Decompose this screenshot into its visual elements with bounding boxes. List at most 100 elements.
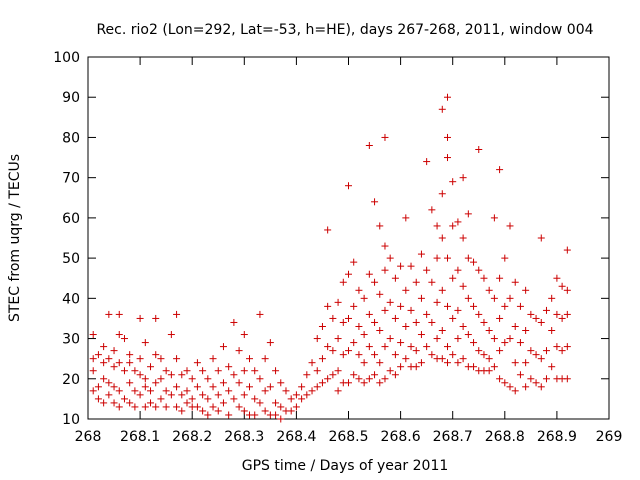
data-point: [553, 343, 561, 351]
data-point: [376, 290, 384, 298]
data-point: [105, 379, 113, 387]
data-point: [506, 222, 514, 230]
data-point: [454, 359, 462, 367]
x-tick-label: 268.5: [328, 429, 368, 445]
data-point: [365, 310, 373, 318]
data-point: [292, 403, 300, 411]
data-point: [402, 214, 410, 222]
data-point: [417, 294, 425, 302]
data-point: [438, 327, 446, 335]
data-point: [376, 359, 384, 367]
data-point: [506, 294, 514, 302]
data-point: [485, 367, 493, 375]
data-point: [496, 347, 504, 355]
data-point: [386, 335, 394, 343]
data-point: [355, 322, 363, 330]
data-point: [240, 391, 248, 399]
data-point: [516, 302, 524, 310]
data-point: [152, 314, 160, 322]
data-point: [266, 339, 274, 347]
data-point: [230, 371, 238, 379]
data-point: [360, 331, 368, 339]
data-point: [214, 407, 222, 415]
data-point: [490, 294, 498, 302]
data-point: [480, 351, 488, 359]
data-point: [454, 306, 462, 314]
data-point: [136, 355, 144, 363]
data-point: [350, 371, 358, 379]
data-point: [110, 383, 118, 391]
data-point: [532, 351, 540, 359]
data-point: [147, 399, 155, 407]
data-point: [167, 391, 175, 399]
data-point: [417, 331, 425, 339]
data-point: [350, 339, 358, 347]
data-point: [272, 399, 280, 407]
data-point: [563, 286, 571, 294]
data-point: [417, 359, 425, 367]
data-point: [464, 294, 472, 302]
data-point: [391, 314, 399, 322]
data-point: [209, 403, 217, 411]
data-point: [475, 146, 483, 154]
data-point: [329, 314, 337, 322]
data-point: [345, 314, 352, 322]
data-point: [522, 383, 530, 391]
data-point: [443, 343, 451, 351]
data-point: [464, 254, 472, 262]
data-point: [501, 379, 509, 387]
data-point: [563, 343, 571, 351]
data-point: [501, 254, 509, 262]
data-point: [334, 367, 342, 375]
data-point: [522, 359, 530, 367]
data-point: [136, 371, 144, 379]
data-point: [251, 411, 259, 419]
data-point: [532, 314, 540, 322]
data-point: [537, 355, 545, 363]
y-axis-label: STEC from uqrg / TECUs: [7, 154, 23, 322]
data-point: [470, 363, 478, 371]
data-point: [214, 391, 222, 399]
data-point: [371, 318, 379, 326]
data-point: [89, 355, 97, 363]
data-point: [449, 274, 457, 282]
data-point: [131, 403, 139, 411]
data-point: [178, 407, 186, 415]
data-point: [365, 270, 373, 278]
data-point: [386, 254, 394, 262]
data-point: [209, 383, 217, 391]
data-point: [459, 234, 467, 242]
data-point: [173, 403, 181, 411]
data-point: [141, 339, 149, 347]
data-point: [235, 347, 243, 355]
data-point: [391, 351, 399, 359]
data-point: [282, 387, 290, 395]
data-point: [485, 355, 493, 363]
data-point: [381, 306, 389, 314]
x-tick-label: 268.4: [276, 429, 316, 445]
data-point: [407, 262, 415, 270]
data-point: [511, 387, 519, 395]
data-point: [443, 359, 451, 367]
x-axis-label: GPS time / Days of year 2011: [242, 458, 449, 474]
data-point: [470, 339, 478, 347]
data-point: [433, 254, 441, 262]
data-point: [506, 383, 514, 391]
data-point: [339, 278, 347, 286]
data-point: [173, 310, 181, 318]
y-tick-label: 80: [62, 130, 80, 146]
data-points: [89, 93, 571, 423]
data-point: [438, 286, 446, 294]
data-point: [105, 355, 113, 363]
data-point: [397, 302, 405, 310]
data-point: [397, 262, 405, 270]
data-point: [219, 379, 227, 387]
data-point: [277, 403, 285, 411]
data-point: [115, 387, 123, 395]
data-point: [178, 371, 186, 379]
data-point: [376, 379, 384, 387]
data-point: [157, 375, 165, 383]
data-point: [324, 302, 332, 310]
data-point: [292, 391, 300, 399]
data-point: [496, 375, 504, 383]
